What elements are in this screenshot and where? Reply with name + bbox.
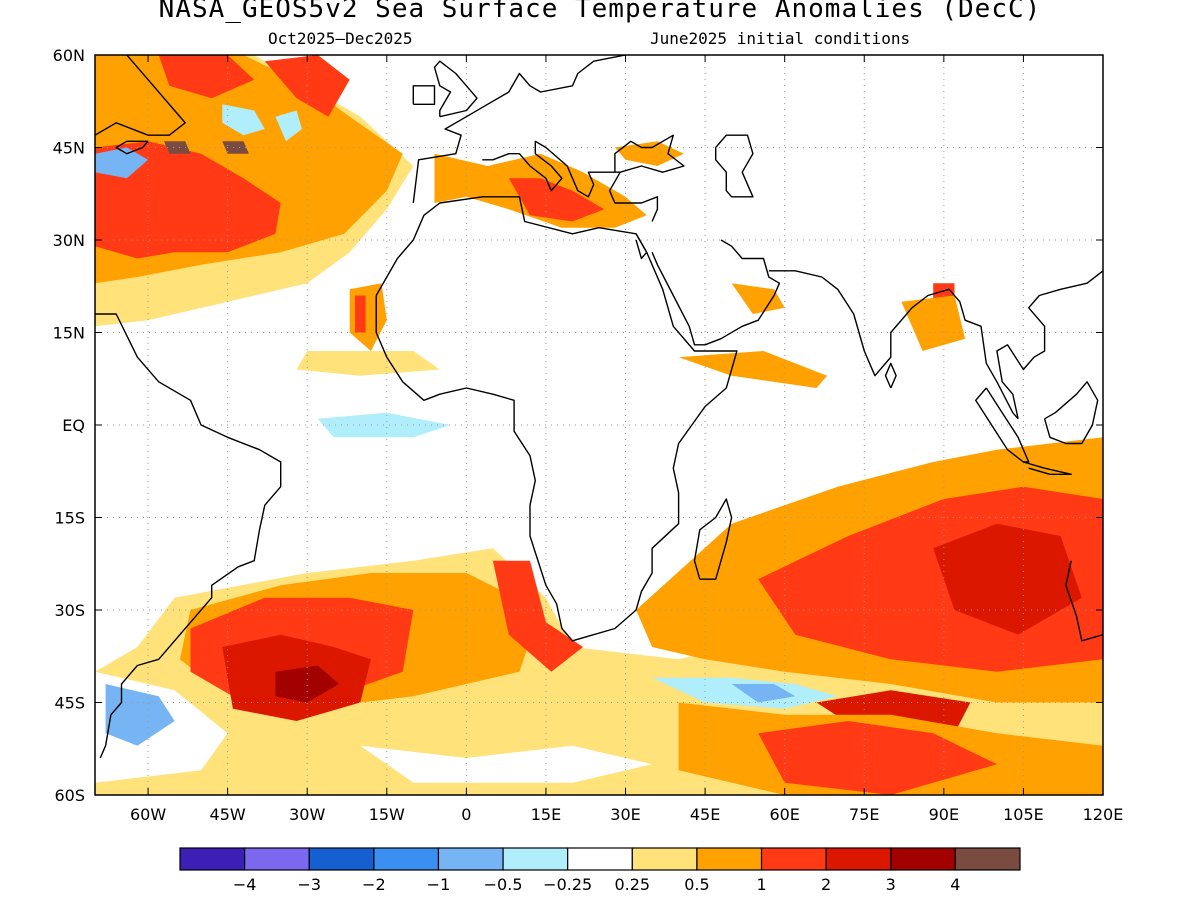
colorbar-swatch-11 [890, 847, 956, 871]
coastline-3 [614, 134, 685, 173]
lon-tick-label: 45W [210, 805, 246, 824]
lon-tick-label: 15E [531, 805, 561, 824]
coastline-0 [375, 196, 738, 642]
lat-tick-label: 45S [54, 694, 85, 713]
colorbar-swatch-5 [502, 847, 569, 871]
lat-tick-label: 60N [53, 46, 85, 65]
anomaly-region-22 [492, 560, 584, 672]
lon-tick-label: 30W [289, 805, 325, 824]
anomaly-region-3 [158, 55, 255, 99]
coastline-12 [1065, 560, 1103, 642]
anomaly-region-39 [1007, 289, 1050, 314]
anomaly-region-34 [731, 684, 796, 703]
coastline-7 [768, 270, 1019, 420]
colorbar-label: −2 [362, 875, 386, 894]
coastline-15 [95, 313, 282, 759]
colorbar-label: 3 [886, 875, 896, 894]
colorbar-label: 1 [756, 875, 766, 894]
anomaly-region-15 [296, 351, 440, 376]
coastline-11 [1043, 381, 1099, 445]
coastline-9 [1023, 461, 1072, 475]
colorbar-label: 0.5 [684, 875, 709, 894]
lon-tick-label: 60E [769, 805, 799, 824]
lon-tick-label: 30E [610, 805, 640, 824]
coastline-4 [715, 134, 754, 198]
coastline-6 [651, 239, 781, 346]
colorbar-label: −0.5 [484, 875, 523, 894]
lon-tick-label: 75E [849, 805, 879, 824]
coastline-14 [884, 362, 897, 389]
anomaly-region-31 [105, 684, 175, 746]
lon-tick-label: 15W [369, 805, 405, 824]
colorbar-swatch-2 [308, 847, 375, 871]
anomaly-region-38 [901, 295, 966, 351]
colorbar-label: −3 [297, 875, 321, 894]
anomaly-region-6 [222, 104, 265, 136]
anomaly-region-27 [275, 665, 339, 703]
colorbar-swatch-1 [244, 847, 310, 871]
lat-tick-label: 60S [54, 786, 85, 805]
colorbar-label: 4 [950, 875, 960, 894]
colorbar-swatch-9 [760, 847, 827, 871]
colorbar: −4 −3 −2 −1 −0.5 −0.25 0.25 0.5 1 2 3 4 [179, 847, 1021, 894]
map-title: NASA_GEOS5v2 Sea Surface Temperature Ano… [158, 0, 1042, 24]
lat-tick-label: EQ [62, 416, 85, 435]
coastline-2 [482, 140, 659, 222]
colorbar-swatch-0 [179, 847, 246, 871]
colorbar-swatch-12 [954, 847, 1021, 871]
lat-tick-label: 30S [54, 601, 85, 620]
colorbar-label: −4 [233, 875, 257, 894]
anomaly-region-8 [164, 141, 191, 154]
coastline-16 [95, 55, 186, 136]
colorbar-label: −1 [427, 875, 451, 894]
lon-tick-label: 45E [690, 805, 720, 824]
colorbar-swatch-6 [567, 847, 633, 871]
graticule [95, 55, 1103, 795]
lon-tick-label: 120E [1083, 805, 1124, 824]
anomaly-region-29 [758, 721, 997, 795]
anomaly-region-36 [678, 351, 828, 388]
subtitle-initial-conditions: June2025 initial conditions [650, 29, 911, 48]
colorbar-swatch-10 [825, 847, 892, 871]
colorbar-swatch-7 [631, 847, 698, 871]
colorbar-swatch-3 [373, 847, 440, 871]
lon-tick-label: 90E [929, 805, 959, 824]
colorbar-label: 2 [821, 875, 831, 894]
coastline-13 [693, 498, 733, 580]
anomaly-region-25 [933, 523, 1082, 635]
coastline-17 [115, 140, 149, 155]
coastline-18 [412, 85, 436, 106]
colorbar-label: −0.25 [543, 875, 592, 894]
lat-tick-label: 15N [53, 324, 85, 343]
anomaly-region-17 [317, 412, 451, 438]
anomaly-region-5 [95, 147, 149, 179]
colorbar-label: 0.25 [614, 875, 650, 894]
lat-tick-label: 30N [53, 231, 85, 250]
anomaly-region-32 [360, 745, 653, 783]
lat-tick-label: 45N [53, 139, 85, 158]
anomaly-region-2 [95, 141, 281, 259]
subtitle-period: Oct2025–Dec2025 [268, 29, 413, 48]
anomaly-region-9 [222, 141, 249, 154]
lon-tick-label: 0 [461, 805, 471, 824]
lat-tick-label: 15S [54, 509, 85, 528]
lon-tick-label: 60W [130, 805, 166, 824]
coastline-1 [412, 55, 626, 204]
coastline-19 [433, 60, 478, 118]
anomaly-region-14 [355, 295, 366, 333]
coastlines [95, 55, 1103, 759]
anomaly-region-35 [731, 283, 785, 314]
anomaly-region-11 [508, 178, 605, 222]
axis-ticks: 60W 45W 30W 15W 0 15E 30E 45E 60E 75E 90E 105E 120E 6… [53, 46, 1124, 824]
anomaly-region-7 [275, 110, 302, 142]
lon-tick-label: 105E [1003, 805, 1044, 824]
coastline-10 [996, 270, 1103, 419]
coastline-5 [635, 233, 648, 260]
anomaly-region-12 [614, 141, 684, 166]
colorbar-swatch-8 [696, 847, 763, 871]
colorbar-swatch-4 [437, 847, 504, 871]
